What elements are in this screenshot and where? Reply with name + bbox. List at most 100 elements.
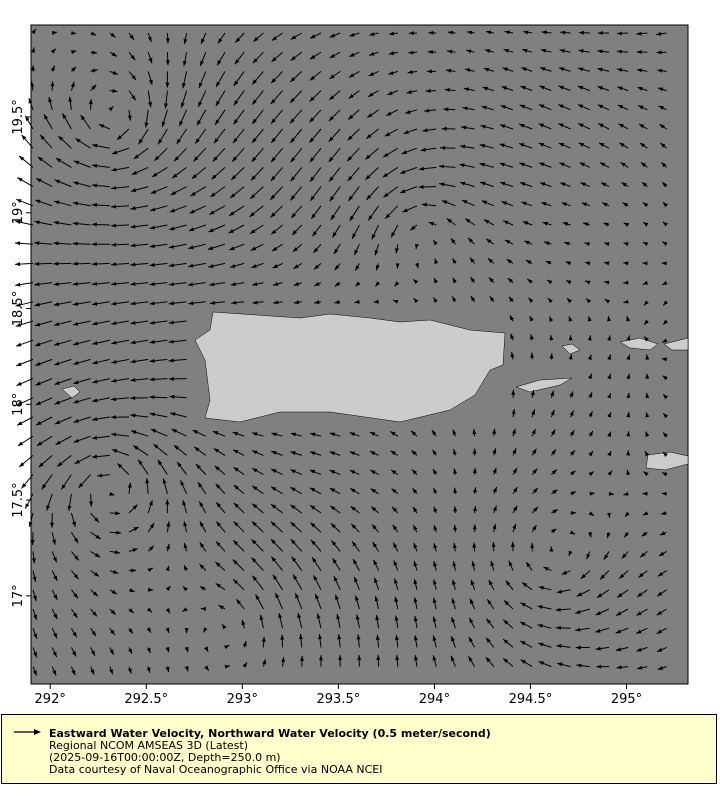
velocity-arrow (596, 664, 610, 669)
velocity-arrow (546, 279, 553, 285)
velocity-arrow (187, 262, 206, 268)
velocity-arrow (253, 32, 264, 43)
velocity-arrow (251, 109, 264, 125)
velocity-arrow (636, 665, 648, 670)
velocity-arrow (328, 90, 341, 101)
velocity-arrow (413, 297, 419, 304)
velocity-arrow (154, 147, 168, 162)
velocity-arrow (581, 202, 590, 207)
velocity-arrow (50, 48, 57, 54)
velocity-arrow (88, 99, 93, 110)
velocity-arrow (661, 338, 668, 344)
velocity-arrow (408, 50, 418, 55)
velocity-arrow (53, 282, 72, 287)
velocity-arrow (90, 627, 97, 637)
velocity-arrow (500, 105, 514, 111)
velocity-arrow (656, 608, 667, 616)
velocity-arrow (371, 224, 380, 240)
velocity-arrow (434, 258, 439, 264)
velocity-arrow (168, 339, 187, 344)
velocity-arrow (251, 450, 264, 456)
velocity-arrow (309, 32, 322, 39)
velocity-arrow (384, 128, 399, 137)
velocity-arrow (168, 282, 187, 287)
x-tick-label: 292.5° (124, 692, 168, 707)
velocity-arrow (109, 647, 115, 656)
velocity-arrow (519, 182, 533, 188)
velocity-arrow (607, 450, 612, 457)
velocity-arrow (32, 589, 37, 602)
velocity-arrow (636, 646, 648, 652)
velocity-arrow (565, 279, 572, 285)
velocity-arrow (198, 501, 207, 514)
velocity-arrow (349, 432, 360, 437)
velocity-arrow (558, 142, 571, 149)
velocity-arrow (34, 339, 53, 347)
velocity-arrow (72, 301, 91, 306)
velocity-arrow (560, 30, 571, 35)
velocity-arrow (161, 109, 168, 128)
velocity-arrow (271, 243, 283, 252)
velocity-arrow (577, 123, 591, 130)
velocity-arrow (127, 666, 132, 674)
velocity-arrow (149, 243, 168, 249)
velocity-arrow (520, 85, 533, 92)
x-tick-label: 294° (419, 692, 450, 707)
velocity-arrow (472, 542, 477, 552)
velocity-arrow (329, 469, 341, 476)
velocity-arrow (71, 570, 79, 580)
velocity-arrow (157, 459, 168, 475)
velocity-arrow (290, 504, 303, 514)
velocity-arrow (568, 335, 573, 341)
velocity-arrow (147, 522, 155, 533)
velocity-arrow (251, 71, 264, 85)
velocity-arrow (91, 435, 110, 440)
velocity-arrow (662, 375, 668, 381)
velocity-arrow (354, 299, 360, 304)
velocity-arrow (163, 90, 168, 109)
velocity-arrow (595, 608, 610, 616)
velocity-arrow (35, 177, 53, 188)
velocity-arrow (484, 49, 494, 53)
velocity-arrow (621, 181, 629, 188)
velocity-arrow (441, 126, 456, 131)
velocity-arrow (542, 221, 552, 226)
velocity-arrow (168, 262, 187, 268)
velocity-arrow (530, 542, 535, 552)
velocity-arrow (597, 31, 610, 36)
velocity-arrow (91, 163, 110, 168)
velocity-arrow (347, 167, 360, 182)
velocity-arrow (232, 128, 245, 144)
velocity-arrow (188, 224, 206, 232)
velocity-arrow (329, 451, 341, 456)
velocity-arrow (313, 574, 322, 591)
velocity-arrow (607, 315, 611, 322)
velocity-arrow (149, 224, 168, 230)
velocity-arrow (200, 607, 207, 611)
velocity-arrow (538, 585, 552, 591)
velocity-arrow (39, 134, 53, 149)
velocity-arrow (73, 339, 91, 346)
velocity-arrow (370, 488, 379, 495)
velocity-arrow (259, 614, 264, 629)
velocity-arrow (394, 634, 399, 648)
velocity-arrow (235, 598, 245, 610)
velocity-arrow (490, 560, 495, 571)
velocity-arrow (461, 199, 475, 207)
velocity-arrow (32, 570, 37, 583)
velocity-arrow (383, 147, 399, 158)
velocity-arrow (165, 585, 171, 592)
velocity-arrow (130, 205, 149, 211)
velocity-arrow (111, 449, 130, 456)
velocity-arrow (55, 435, 72, 446)
velocity-arrow (289, 71, 303, 83)
velocity-arrow (662, 319, 669, 326)
velocity-arrow (662, 300, 669, 306)
velocity-arrow (491, 542, 496, 552)
velocity-arrow (642, 202, 649, 208)
velocity-arrow (290, 186, 303, 201)
velocity-arrow (587, 532, 592, 538)
velocity-arrow (111, 166, 130, 172)
velocity-arrow (382, 166, 399, 178)
velocity-arrow (568, 354, 573, 360)
